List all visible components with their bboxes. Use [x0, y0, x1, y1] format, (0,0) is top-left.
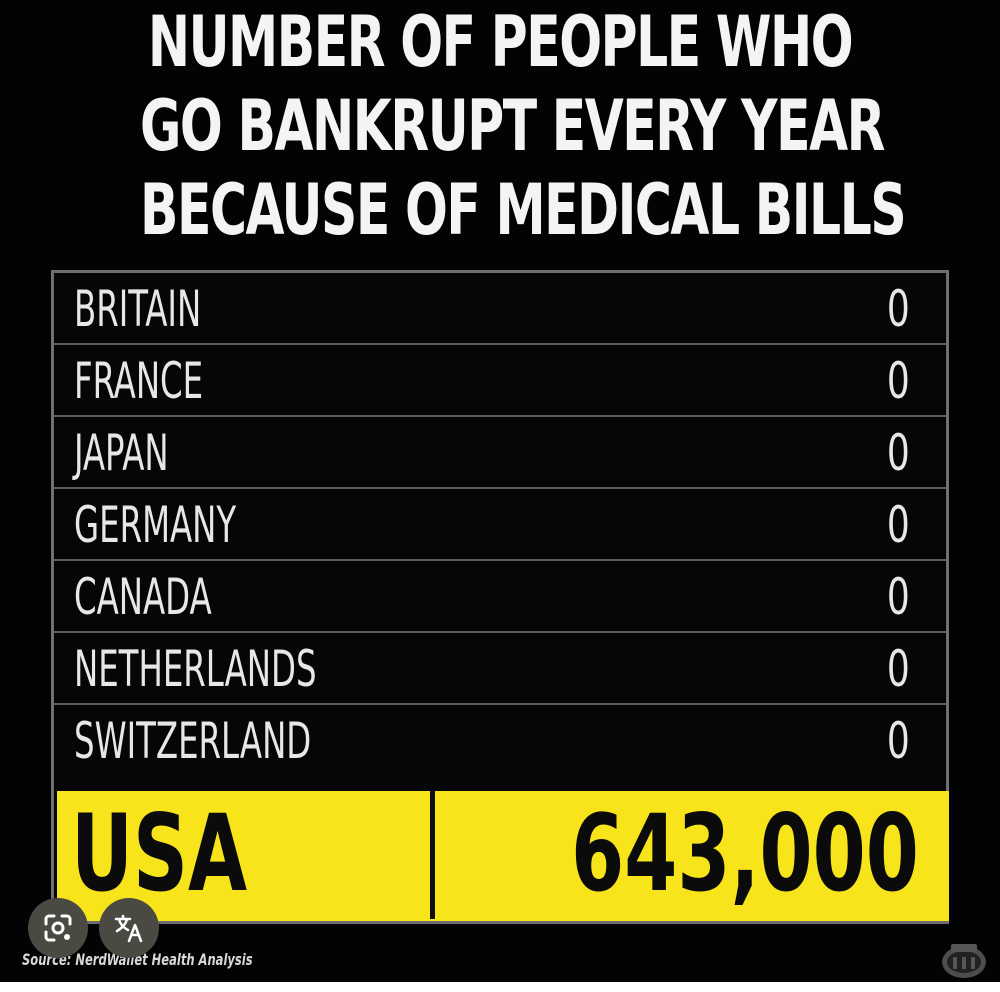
country-label: FRANCE [74, 352, 204, 410]
count-value: 0 [887, 712, 910, 770]
table-row: FRANCE 0 [54, 345, 946, 417]
table-row: SWITZERLAND 0 [54, 705, 946, 777]
lens-button[interactable] [28, 898, 88, 958]
count-value: 0 [887, 568, 910, 626]
column-divider [430, 791, 435, 919]
usa-country-label: USA [71, 792, 248, 915]
table-row: CANADA 0 [54, 561, 946, 633]
usa-highlight-row: USA 643,000 [57, 791, 949, 921]
country-label: BRITAIN [74, 280, 202, 338]
count-value: 0 [887, 496, 910, 554]
table-row: NETHERLANDS 0 [54, 633, 946, 705]
source-caption: Source: NerdWallet Health Analysis [22, 950, 253, 969]
lens-icon [44, 914, 72, 942]
usa-count-value: 643,000 [571, 792, 919, 915]
translate-button[interactable] [99, 898, 159, 958]
country-label: GERMANY [74, 496, 237, 554]
watermark-logo [942, 944, 986, 978]
count-value: 0 [887, 280, 910, 338]
bankruptcy-table: BRITAIN 0 FRANCE 0 JAPAN 0 GERMANY 0 CAN… [51, 270, 949, 924]
count-value: 0 [887, 424, 910, 482]
country-label: JAPAN [74, 424, 169, 482]
count-value: 0 [887, 640, 910, 698]
country-label: SWITZERLAND [74, 712, 312, 770]
count-value: 0 [887, 352, 910, 410]
table-row: GERMANY 0 [54, 489, 946, 561]
table-row: BRITAIN 0 [54, 273, 946, 345]
title-line-3: BECAUSE OF MEDICAL BILLS [140, 169, 907, 251]
title-line-2: GO BANKRUPT EVERY YEAR [140, 85, 885, 167]
country-label: NETHERLANDS [74, 640, 317, 698]
country-label: CANADA [74, 568, 212, 626]
translate-icon [114, 914, 143, 943]
title-line-1: NUMBER OF PEOPLE WHO [147, 1, 854, 83]
table-row: JAPAN 0 [54, 417, 946, 489]
